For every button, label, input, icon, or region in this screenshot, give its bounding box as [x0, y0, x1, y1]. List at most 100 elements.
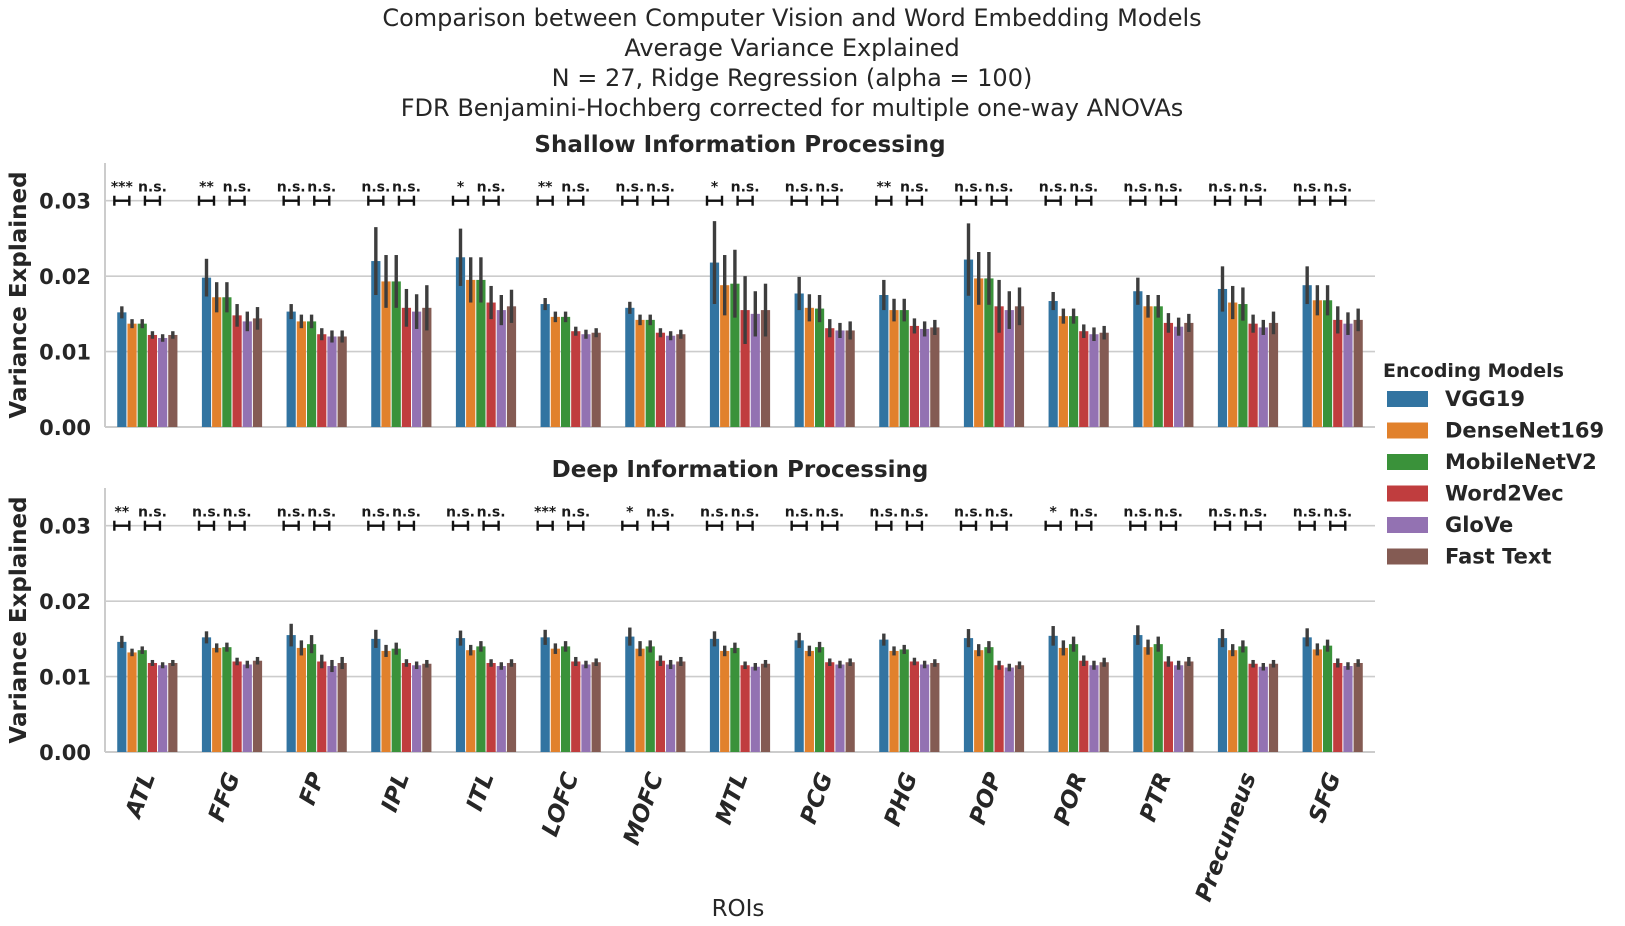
significance-label: n.s.	[700, 505, 729, 521]
bar-glove	[242, 321, 252, 427]
bar-word2vec	[317, 661, 327, 752]
significance-label: n.s.	[138, 180, 167, 196]
bar-mobilenetv2	[560, 316, 571, 427]
y-tick-label: 0.01	[39, 341, 91, 365]
bar-mobilenetv2	[645, 646, 655, 752]
legend-item-label: Fast Text	[1445, 545, 1552, 569]
significance-label: n.s.	[900, 180, 929, 196]
x-tick-label: PTR	[1135, 769, 1177, 825]
legend: Encoding Models VGG19 DenseNet169 MobileNe…	[1383, 360, 1604, 569]
bar-glove	[666, 335, 676, 427]
bar-mobilenetv2	[306, 644, 317, 752]
legend-item-label: GloVe	[1445, 513, 1513, 537]
y-axis-label: Variance Explained	[6, 496, 32, 743]
bar-fast-text	[1014, 306, 1025, 427]
bar-fast-text	[676, 661, 686, 752]
y-tick-label: 0.00	[39, 741, 91, 765]
significance-label: n.s.	[646, 180, 675, 196]
significance-label: n.s.	[615, 180, 644, 196]
bar-glove	[1343, 666, 1353, 752]
bar-vgg19	[1217, 638, 1228, 752]
significance-label: ***	[534, 505, 557, 521]
bar-word2vec	[1079, 331, 1089, 427]
bar-word2vec	[994, 306, 1004, 427]
legend-swatch	[1387, 517, 1428, 533]
bar-densenet169	[720, 650, 730, 752]
legend-item-label: Word2Vec	[1445, 482, 1564, 506]
x-tick-label: ITL	[462, 769, 500, 814]
significance-label: **	[538, 180, 553, 196]
bar-fast-text	[1353, 662, 1363, 752]
title-line-1: Comparison between Computer Vision and W…	[382, 4, 1201, 32]
significance-label: n.s.	[1239, 180, 1268, 196]
significance-label: n.s.	[307, 180, 336, 196]
bar-word2vec	[655, 660, 666, 752]
bar-densenet169	[466, 279, 476, 427]
bar-word2vec	[401, 307, 412, 427]
significance-label: n.s.	[1323, 505, 1352, 521]
bar-word2vec	[1079, 660, 1089, 752]
bar-glove	[1258, 327, 1268, 427]
bar-mobilenetv2	[899, 649, 909, 752]
significance-label: n.s.	[815, 180, 844, 196]
bar-glove	[412, 311, 422, 427]
y-tick-label: 0.03	[39, 515, 91, 539]
bar-word2vec	[1333, 319, 1343, 427]
significance-label: n.s.	[192, 505, 221, 521]
bar-word2vec	[1248, 323, 1258, 427]
bar-fast-text	[591, 662, 601, 752]
significance-label: **	[877, 180, 892, 196]
bar-fast-text	[1014, 665, 1025, 752]
bar-vgg19	[201, 637, 212, 752]
bar-mobilenetv2	[814, 308, 825, 427]
bar-mobilenetv2	[391, 648, 401, 752]
bar-densenet169	[1058, 316, 1068, 427]
significance-label: **	[115, 505, 130, 521]
bar-fast-text	[591, 332, 601, 427]
bar-densenet169	[889, 310, 899, 427]
significance-label: *	[711, 180, 719, 196]
bar-word2vec	[909, 661, 920, 752]
significance-label: n.s.	[361, 180, 390, 196]
y-tick-label: 0.03	[39, 190, 91, 214]
bar-vgg19	[1048, 301, 1058, 427]
bar-fast-text	[168, 662, 178, 752]
bar-mobilenetv2	[137, 650, 147, 752]
significance-label: n.s.	[1323, 180, 1352, 196]
bar-mobilenetv2	[984, 278, 994, 427]
title-line-4: FDR Benjamini-Hochberg corrected for mul…	[401, 94, 1184, 122]
bar-vgg19	[963, 259, 974, 427]
bar-mobilenetv2	[645, 319, 655, 427]
bar-vgg19	[371, 261, 381, 427]
bar-word2vec	[571, 661, 581, 752]
bar-glove	[327, 336, 337, 427]
bar-glove	[496, 666, 506, 752]
bar-mobilenetv2	[984, 647, 994, 752]
bar-fast-text	[252, 660, 263, 752]
bar-word2vec	[655, 332, 666, 427]
bar-mobilenetv2	[1238, 304, 1248, 427]
bar-vgg19	[709, 638, 720, 752]
bar-fast-text	[1099, 332, 1109, 427]
significance-label: n.s.	[1069, 180, 1098, 196]
bar-densenet169	[889, 650, 899, 752]
significance-label: *	[457, 180, 465, 196]
legend-swatch	[1387, 391, 1428, 407]
bar-glove	[1004, 667, 1014, 752]
significance-label: n.s.	[954, 180, 983, 196]
bar-mobilenetv2	[476, 646, 486, 752]
x-tick-label: PCG	[796, 769, 838, 827]
bar-word2vec	[1248, 663, 1258, 752]
bar-vgg19	[1133, 635, 1143, 752]
bar-fast-text	[1184, 322, 1194, 427]
bar-densenet169	[212, 647, 222, 752]
bar-mobilenetv2	[730, 647, 740, 752]
bar-glove	[835, 330, 845, 427]
bar-fast-text	[506, 306, 517, 427]
bar-fast-text	[168, 334, 178, 427]
bar-glove	[920, 664, 930, 752]
x-tick-label: FFG	[204, 769, 246, 825]
bar-fast-text	[337, 336, 347, 427]
bar-mobilenetv2	[814, 647, 825, 752]
legend-swatch	[1387, 485, 1428, 502]
